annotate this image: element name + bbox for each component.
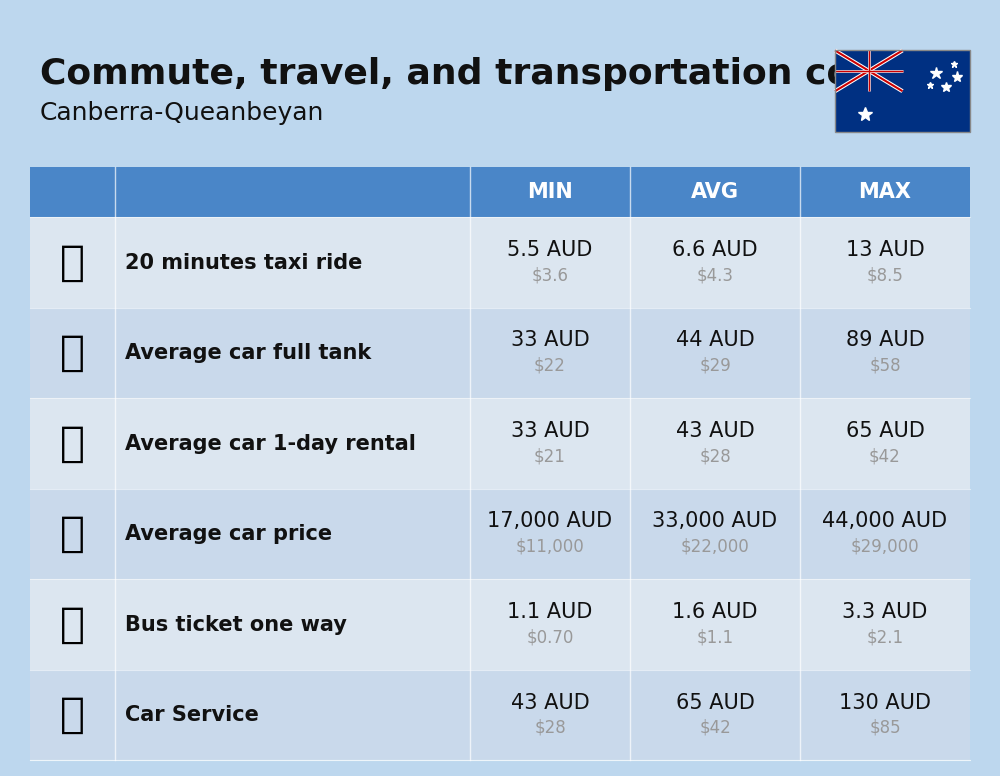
Bar bbox=[30, 489, 970, 580]
Text: Car Service: Car Service bbox=[125, 705, 259, 726]
Text: $42: $42 bbox=[699, 719, 731, 737]
Text: ⛽: ⛽ bbox=[60, 332, 85, 374]
Bar bbox=[30, 398, 970, 489]
Text: 43 AUD: 43 AUD bbox=[511, 692, 589, 712]
Text: $28: $28 bbox=[699, 447, 731, 466]
Text: 🚕: 🚕 bbox=[60, 241, 85, 283]
Text: 33,000 AUD: 33,000 AUD bbox=[652, 511, 778, 532]
Text: $42: $42 bbox=[869, 447, 901, 466]
Text: 33 AUD: 33 AUD bbox=[511, 421, 589, 441]
Text: 33 AUD: 33 AUD bbox=[511, 331, 589, 351]
Text: $11,000: $11,000 bbox=[516, 538, 584, 556]
Text: 44,000 AUD: 44,000 AUD bbox=[822, 511, 948, 532]
Bar bbox=[835, 50, 970, 132]
Text: $4.3: $4.3 bbox=[697, 266, 734, 284]
Text: $22: $22 bbox=[534, 357, 566, 375]
Text: $0.70: $0.70 bbox=[526, 629, 574, 646]
Bar bbox=[30, 580, 970, 670]
Text: 130 AUD: 130 AUD bbox=[839, 692, 931, 712]
Text: 🚌: 🚌 bbox=[60, 604, 85, 646]
Text: MIN: MIN bbox=[527, 182, 573, 202]
Bar bbox=[30, 670, 970, 760]
Bar bbox=[30, 167, 970, 217]
Text: 6.6 AUD: 6.6 AUD bbox=[672, 240, 758, 260]
Text: $29,000: $29,000 bbox=[851, 538, 919, 556]
Text: $28: $28 bbox=[534, 719, 566, 737]
Text: 44 AUD: 44 AUD bbox=[676, 331, 754, 351]
Text: 1.1 AUD: 1.1 AUD bbox=[507, 602, 593, 622]
Text: $85: $85 bbox=[869, 719, 901, 737]
Text: 89 AUD: 89 AUD bbox=[846, 331, 924, 351]
Text: $58: $58 bbox=[869, 357, 901, 375]
Text: $29: $29 bbox=[699, 357, 731, 375]
Text: 3.3 AUD: 3.3 AUD bbox=[842, 602, 928, 622]
Text: Canberra-Queanbeyan: Canberra-Queanbeyan bbox=[40, 101, 324, 124]
Text: AVG: AVG bbox=[691, 182, 739, 202]
Text: $8.5: $8.5 bbox=[867, 266, 903, 284]
Text: Average car 1-day rental: Average car 1-day rental bbox=[125, 434, 416, 454]
Text: 20 minutes taxi ride: 20 minutes taxi ride bbox=[125, 252, 362, 272]
Text: 17,000 AUD: 17,000 AUD bbox=[487, 511, 613, 532]
Text: 🚙: 🚙 bbox=[60, 423, 85, 465]
Text: 🔧: 🔧 bbox=[60, 695, 85, 736]
Bar bbox=[30, 308, 970, 398]
Text: 65 AUD: 65 AUD bbox=[676, 692, 754, 712]
Text: 1.6 AUD: 1.6 AUD bbox=[672, 602, 758, 622]
Text: 5.5 AUD: 5.5 AUD bbox=[507, 240, 593, 260]
Bar bbox=[30, 217, 970, 308]
Text: $1.1: $1.1 bbox=[696, 629, 734, 646]
Text: 13 AUD: 13 AUD bbox=[846, 240, 924, 260]
Text: MAX: MAX bbox=[858, 182, 912, 202]
Text: 43 AUD: 43 AUD bbox=[676, 421, 754, 441]
Text: 🚗: 🚗 bbox=[60, 513, 85, 555]
Text: Average car price: Average car price bbox=[125, 524, 332, 544]
Text: Bus ticket one way: Bus ticket one way bbox=[125, 615, 347, 635]
Text: 65 AUD: 65 AUD bbox=[846, 421, 924, 441]
Text: Commute, travel, and transportation costs: Commute, travel, and transportation cost… bbox=[40, 57, 912, 91]
Text: $2.1: $2.1 bbox=[866, 629, 904, 646]
Text: $21: $21 bbox=[534, 447, 566, 466]
Text: Average car full tank: Average car full tank bbox=[125, 343, 371, 363]
Text: $3.6: $3.6 bbox=[532, 266, 568, 284]
Bar bbox=[835, 50, 970, 132]
Text: $22,000: $22,000 bbox=[681, 538, 749, 556]
